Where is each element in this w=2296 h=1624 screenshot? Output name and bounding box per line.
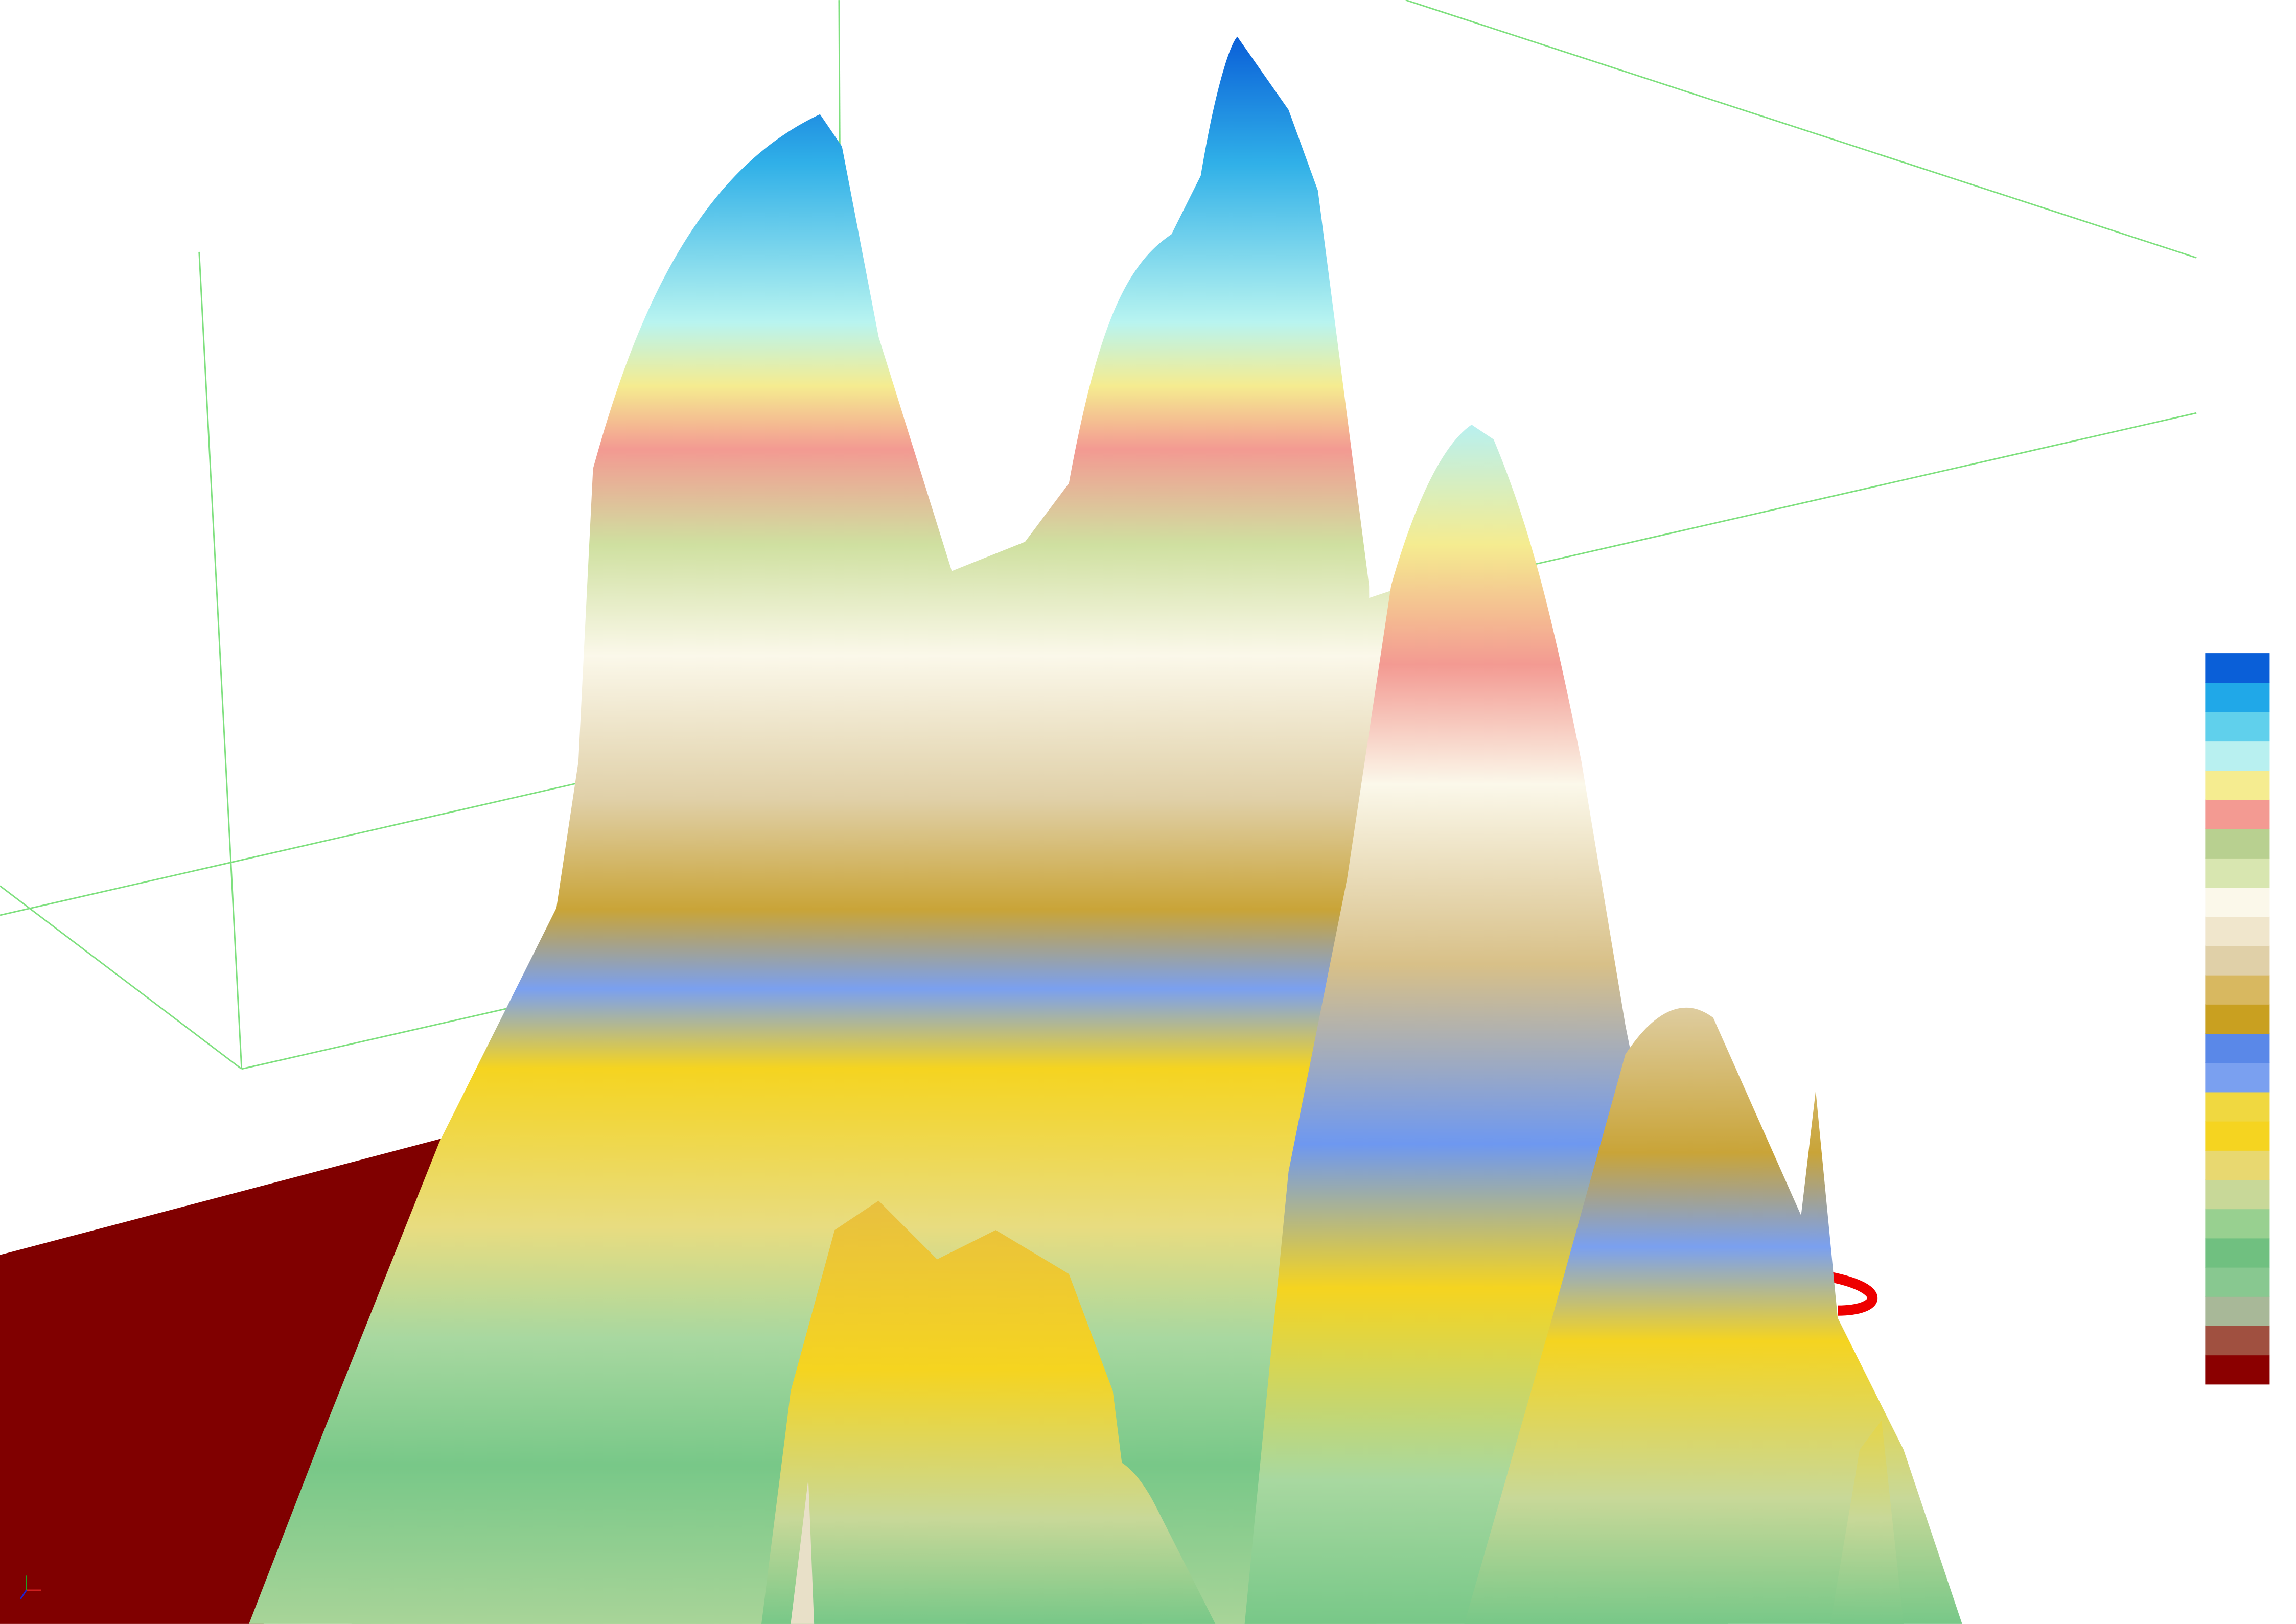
colorbar-segment [2205,828,2270,859]
terrain-hill [966,1455,1216,1624]
colorbar-segment [2205,1208,2270,1239]
colorbar-segment [2205,1354,2270,1385]
axis-triad [19,1575,41,1599]
colorbar-segment [2205,975,2270,1005]
terrain-spike [791,1479,815,1624]
colorbar-segment [2205,1121,2270,1151]
colorbar-segment [2205,887,2270,917]
colorbar-segment [2205,1092,2270,1122]
colorbar-segment [2205,1033,2270,1063]
colorbar-segment [2205,1004,2270,1034]
colorbar-segment [2205,945,2270,976]
colorbar-segment [2205,1062,2270,1093]
colorbar-segment [2205,1237,2270,1268]
colorbar-segment [2205,653,2270,683]
colorbar-segment [2205,916,2270,946]
base-plane [0,1127,483,1624]
colorbar-segment [2205,1267,2270,1297]
colorbar-segment [2205,1296,2270,1326]
ring-marker [1829,1271,1877,1316]
colorbar-segment [2205,682,2270,712]
colorbar-segment [2205,1150,2270,1180]
terrain-peak [1464,1007,1962,1624]
colorbar-segment [2205,711,2270,742]
colorbar [2205,653,2270,1385]
colorbar-segment [2205,740,2270,771]
colorbar-segment [2205,1179,2270,1210]
colorbar-segment [2205,1325,2270,1356]
colorbar-segment [2205,770,2270,800]
terrain-hill [1830,1420,1904,1624]
colorbar-segment [2205,857,2270,888]
colorbar-segment [2205,799,2270,829]
